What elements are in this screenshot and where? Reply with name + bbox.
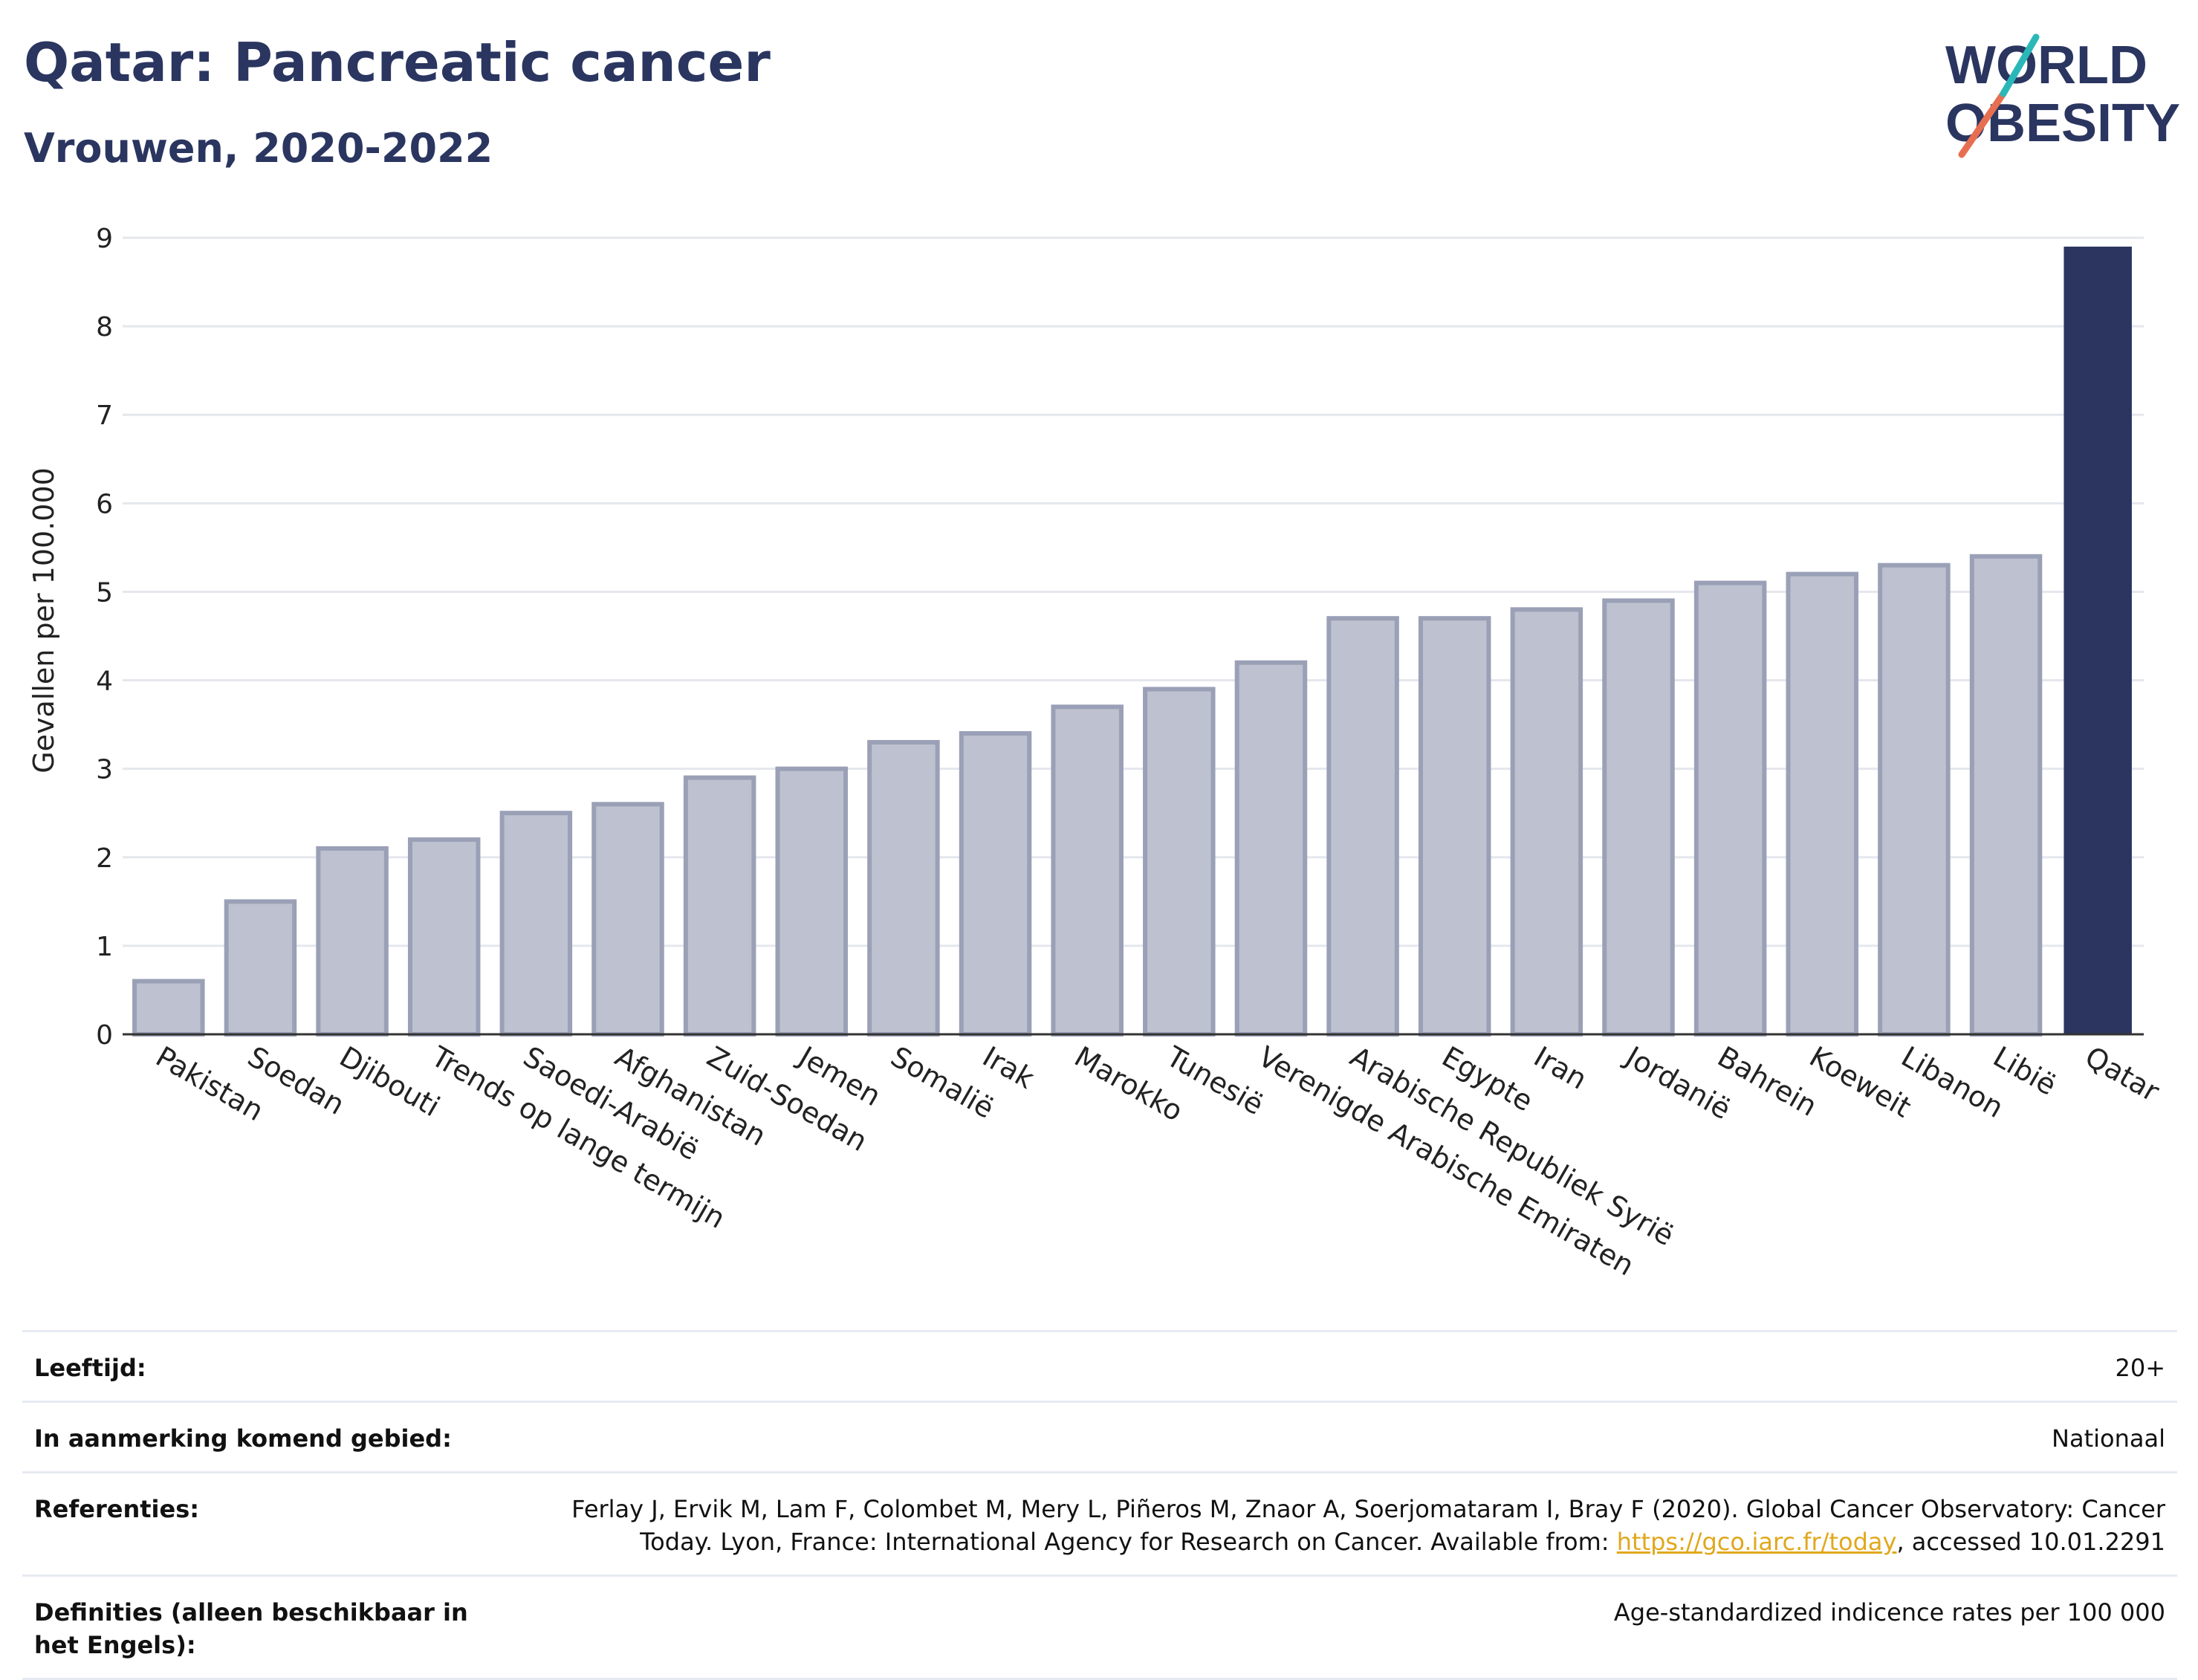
logo-slash-teal xyxy=(2000,33,2040,97)
y-tick-label: 0 xyxy=(96,1020,113,1051)
bar-libi- xyxy=(1969,554,2043,1037)
y-tick-label: 7 xyxy=(96,400,113,431)
x-tick-label: Djibouti xyxy=(334,1040,446,1123)
area-label: In aanmerking komend gebied: xyxy=(34,1424,452,1453)
area-value: Nationaal xyxy=(2052,1424,2165,1453)
definitions-value: Age-standardized indicence rates per 100… xyxy=(1613,1598,2165,1627)
bar-marokko xyxy=(1051,704,1124,1037)
bar-qatar xyxy=(2064,246,2132,1034)
y-tick-label: 1 xyxy=(96,932,113,962)
bar-jemen xyxy=(775,766,849,1037)
age-value: 20+ xyxy=(2115,1354,2165,1382)
references-value: Ferlay J, Ervik M, Lam F, Colombet M, Me… xyxy=(568,1493,2165,1558)
page-title: Qatar: Pancreatic cancer xyxy=(24,31,771,94)
meta-row-references: Referenties: Ferlay J, Ervik M, Lam F, C… xyxy=(22,1471,2177,1574)
age-label: Leeftijd: xyxy=(34,1354,146,1382)
bar-pakistan xyxy=(132,979,205,1037)
bar-irak xyxy=(959,731,1032,1037)
bar-soedan xyxy=(224,899,297,1037)
bar-koeweit xyxy=(1786,571,1859,1037)
bar-arabische-republiek-syri- xyxy=(1326,616,1399,1037)
references-link[interactable]: https://gco.iarc.fr/today xyxy=(1616,1528,1897,1556)
x-tick-label: Koeweit xyxy=(1804,1040,1917,1124)
bar-egypte xyxy=(1418,616,1491,1037)
references-label: Referenties: xyxy=(34,1495,200,1523)
y-tick-label: 2 xyxy=(96,843,113,874)
y-tick-label: 5 xyxy=(96,577,113,608)
metadata-table: Leeftijd: 20+ In aanmerking komend gebie… xyxy=(22,1330,2177,1680)
bar-saoedi-arabi- xyxy=(499,811,573,1037)
world-obesity-logo: WORLD OBESITY xyxy=(1945,33,2180,158)
y-tick-label: 6 xyxy=(96,489,113,519)
x-tick-label: Jordanië xyxy=(1619,1040,1737,1126)
bar-bahrein xyxy=(1693,580,1767,1037)
y-tick-label: 4 xyxy=(96,667,113,697)
meta-row-definitions: Definities (alleen beschikbaar in het En… xyxy=(22,1574,2177,1680)
x-tick-label: Somalië xyxy=(885,1040,999,1125)
y-tick-label: 8 xyxy=(96,312,113,343)
bar-djibouti xyxy=(316,846,389,1037)
bar-afghanistan xyxy=(591,802,664,1037)
y-axis-label: Gevallen per 100.000 xyxy=(27,467,60,773)
meta-row-age: Leeftijd: 20+ xyxy=(22,1330,2177,1401)
bar-zuid-soedan xyxy=(683,775,756,1037)
x-tick-label: Libanon xyxy=(1896,1040,2009,1124)
meta-row-area: In aanmerking komend gebied: Nationaal xyxy=(22,1401,2177,1471)
y-tick-label: 9 xyxy=(96,224,113,254)
bar-libanon xyxy=(1878,562,1951,1037)
logo-slash-orange xyxy=(1958,90,2007,158)
bar-iran xyxy=(1510,607,1583,1037)
bar-verenigde-arabische-emiraten xyxy=(1234,660,1308,1037)
page-subtitle: Vrouwen, 2020-2022 xyxy=(24,125,493,172)
bars xyxy=(132,246,2132,1037)
definitions-label: Definities (alleen beschikbaar in het En… xyxy=(34,1598,468,1659)
logo-text-world: WORLD xyxy=(1945,36,2147,95)
references-tail: , accessed 10.01.2291 xyxy=(1896,1528,2165,1556)
y-tick-label: 3 xyxy=(96,755,113,785)
bar-jordani- xyxy=(1602,598,1675,1037)
x-tick-label: Iran xyxy=(1528,1040,1592,1096)
bar-somali- xyxy=(867,739,940,1037)
x-tick-label: Irak xyxy=(977,1040,1040,1095)
bar-trends-op-lange-termijn xyxy=(407,837,481,1037)
references-text: Ferlay J, Ervik M, Lam F, Colombet M, Me… xyxy=(571,1495,2165,1556)
x-tick-label: Qatar xyxy=(2080,1040,2165,1109)
bar-tunesi- xyxy=(1143,687,1216,1037)
